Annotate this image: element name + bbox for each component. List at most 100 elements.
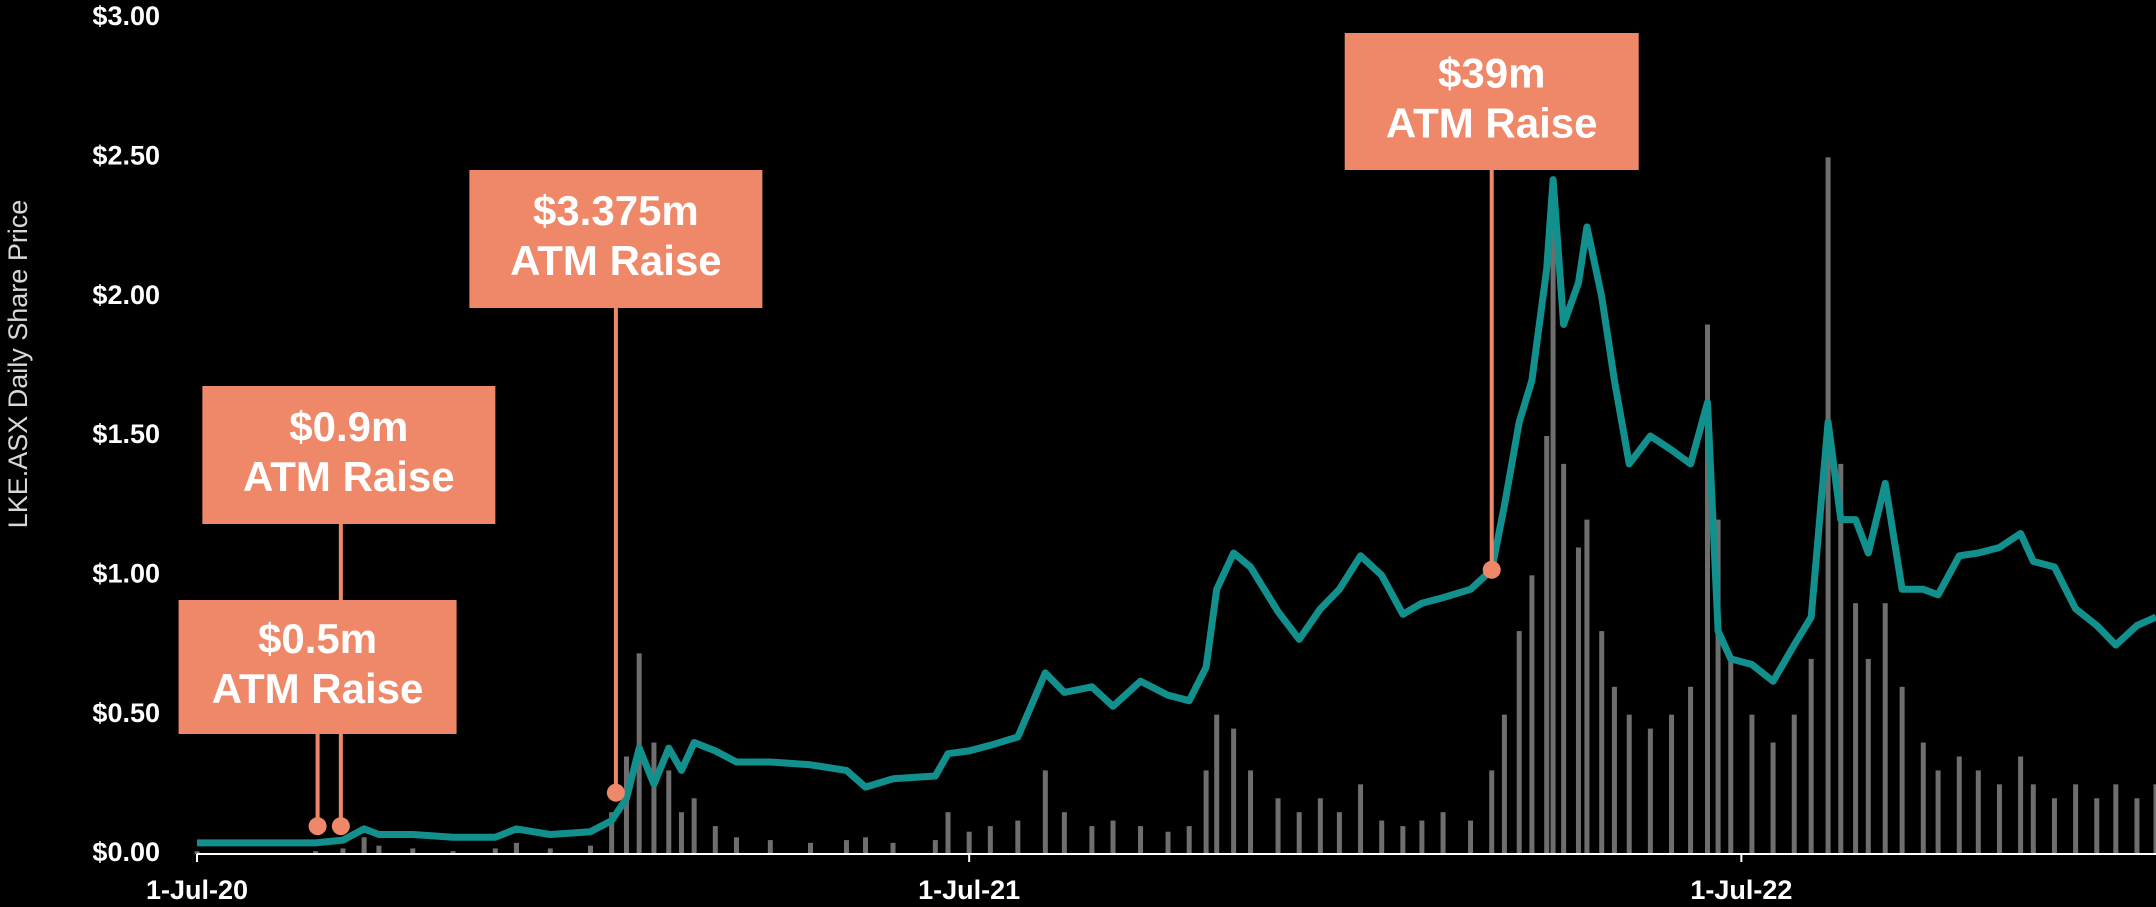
volume-bar	[712, 826, 718, 854]
volume-bar	[1231, 728, 1237, 854]
volume-bar	[1089, 826, 1095, 854]
callout-text: $0.9m	[289, 403, 408, 450]
volume-bar	[691, 798, 697, 854]
volume-bar	[1838, 463, 1844, 854]
volume-bar	[1296, 812, 1302, 854]
volume-bar	[2018, 756, 2024, 854]
volume-bar	[1975, 770, 1981, 854]
volume-bar	[410, 848, 416, 854]
y-tick-label: $0.50	[92, 698, 160, 728]
volume-bar	[1647, 728, 1653, 854]
volume-bar	[1516, 631, 1522, 854]
callout-dot	[331, 817, 350, 836]
volume-bar	[194, 851, 200, 854]
volume-bar	[1400, 826, 1406, 854]
volume-bar	[932, 840, 938, 854]
volume-bar	[1791, 714, 1797, 854]
volume-bar	[1626, 714, 1632, 854]
volume-bar	[2113, 784, 2119, 854]
volume-bar	[1550, 213, 1556, 855]
y-axis-label: LKE.ASX Daily Share Price	[3, 200, 33, 529]
volume-bar	[678, 812, 684, 854]
volume-bar	[1920, 742, 1926, 854]
volume-bar	[547, 848, 553, 854]
volume-bar	[1138, 826, 1144, 854]
volume-bar	[609, 812, 615, 854]
volume-bar	[1770, 742, 1776, 854]
callout-box	[1344, 33, 1639, 170]
volume-bar	[1379, 820, 1385, 854]
volume-bar	[1501, 714, 1507, 854]
volume-bar	[1715, 519, 1721, 854]
volume-bar	[1899, 686, 1905, 854]
volume-bar	[587, 845, 593, 854]
volume-bar	[1440, 812, 1446, 854]
volume-bar	[1317, 798, 1323, 854]
volume-bar	[2030, 784, 2036, 854]
callout-text: ATM Raise	[1386, 100, 1598, 147]
volume-bar	[2094, 798, 2100, 854]
volume-bar	[1248, 770, 1254, 854]
volume-bar	[843, 840, 849, 854]
volume-bar	[513, 842, 519, 854]
volume-bar	[340, 848, 346, 854]
volume-bar	[1468, 820, 1474, 854]
volume-bar	[1214, 714, 1220, 854]
volume-bar	[1061, 812, 1067, 854]
x-tick-label: 1-Jul-20	[146, 875, 248, 905]
callout-text: ATM Raise	[212, 665, 424, 712]
y-tick-label: $1.00	[92, 558, 160, 588]
volume-bar	[1544, 436, 1550, 854]
volume-bar	[1808, 658, 1814, 854]
volume-bar	[1575, 547, 1581, 854]
volume-bar	[1825, 157, 1831, 855]
callout-dot	[308, 817, 327, 836]
volume-bar	[767, 840, 773, 854]
volume-bar	[1865, 658, 1871, 854]
callout-text: ATM Raise	[510, 237, 722, 284]
volume-bar	[1275, 798, 1281, 854]
volume-bar	[1705, 324, 1711, 854]
volume-bar	[623, 756, 629, 854]
callout-box	[178, 600, 457, 734]
callout-text: $0.5m	[258, 615, 377, 662]
price-line	[197, 176, 2156, 847]
callout-box	[202, 386, 496, 524]
volume-bar	[1042, 770, 1048, 854]
volume-bar	[863, 837, 869, 854]
volume-bar	[666, 770, 672, 854]
x-tick-label: 1-Jul-21	[918, 875, 1020, 905]
volume-bar	[1882, 603, 1888, 854]
volume-bar	[651, 742, 657, 854]
volume-bar	[1186, 826, 1192, 854]
volume-bar	[808, 842, 814, 854]
volume-bar	[2134, 798, 2140, 854]
volume-bar	[945, 812, 951, 854]
volume-bar	[2051, 798, 2057, 854]
volume-bar	[492, 848, 498, 854]
y-tick-label: $0.00	[92, 837, 160, 867]
volume-bar	[1996, 784, 2002, 854]
volume-bar	[1599, 631, 1605, 854]
volume-bar	[1489, 770, 1495, 854]
volume-bar	[361, 837, 367, 854]
volume-bar	[1336, 812, 1342, 854]
callout-text: $3.375m	[533, 187, 699, 234]
y-tick-label: $2.50	[92, 140, 160, 170]
volume-bar	[1749, 714, 1755, 854]
y-tick-label: $1.50	[92, 419, 160, 449]
volume-bar	[2073, 784, 2079, 854]
callout-dot	[606, 783, 625, 802]
volume-bar	[450, 851, 456, 854]
volume-bar	[1419, 820, 1425, 854]
volume-bar	[1165, 831, 1171, 854]
volume-bar	[1529, 575, 1535, 854]
volume-bar	[1015, 820, 1021, 854]
volume-bar	[1358, 784, 1364, 854]
volume-bar	[987, 826, 993, 854]
volume-bar	[1110, 820, 1116, 854]
volume-bar	[1688, 686, 1694, 854]
volume-bar	[890, 842, 896, 854]
volume-bar	[1203, 770, 1209, 854]
volume-bar	[1935, 770, 1941, 854]
